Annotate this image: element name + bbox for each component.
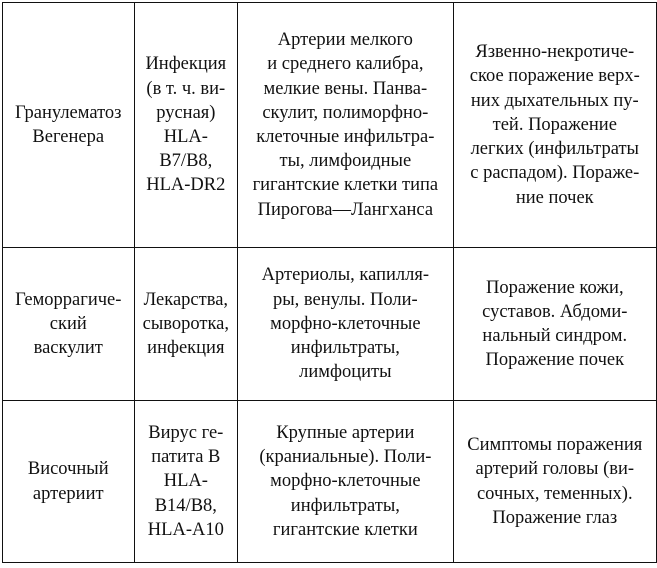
text-line: Симптомы поражения <box>467 435 643 456</box>
text-line: B7/B8, <box>159 151 213 172</box>
text-line: Крупные артерии <box>276 422 415 443</box>
text-line: суставов. Абдоми- <box>482 301 628 322</box>
text-line: сочных, теменных). <box>476 483 633 504</box>
text-line: с распадом). Пораже- <box>470 163 640 184</box>
text-line: патита В <box>151 447 221 468</box>
text-line: артериит <box>32 483 104 504</box>
text-line: гигантские клетки <box>272 519 418 540</box>
clinic-cell: Язвенно-некротиче-ское поражение верх-ни… <box>452 2 657 248</box>
text-line: нальный синдром. <box>482 326 628 346</box>
clinic-cell: Поражение кожи, суставов. Абдоми-нальный … <box>452 247 657 401</box>
text-line: Вирус ге- <box>148 422 224 443</box>
text-line: артерий головы (ви- <box>475 459 635 480</box>
text-line: B14/B8, <box>154 495 217 516</box>
text-line: ры, венулы. Поли- <box>273 289 418 310</box>
text-line: васкулит <box>33 338 103 359</box>
text-line: лимфоциты <box>299 362 392 383</box>
text-line: Поражение почек <box>485 350 625 371</box>
text-line: Артерии мелкого <box>277 30 413 51</box>
text-line: инфильтраты, <box>290 495 400 516</box>
text-line: HLA- <box>163 471 208 492</box>
text-line: морфно-клеточные <box>270 471 421 492</box>
table-row: Височный артериит Вирус ге-патита В HLA- B14… <box>2 400 657 563</box>
text-line: ты, лимфоидные <box>279 151 412 172</box>
text-line: легких (инфильтраты <box>470 139 639 160</box>
text-line: ский <box>49 313 87 334</box>
pathology-cell: Крупные артерии (краниальные). Поли-морфн… <box>237 400 454 563</box>
text-line: Язвенно-некротиче- <box>475 42 635 63</box>
text-line: инфекция <box>147 338 225 359</box>
etiology-cell: Лекарства, сыворотка, инфекция <box>133 247 239 401</box>
text-line: Поражение кожи, <box>485 277 624 298</box>
text-line: Инфекция <box>145 54 227 75</box>
etiology-cell: Вирус ге-патита В HLA- B14/B8, HLA-A10 <box>133 400 239 563</box>
text-line: (краниальные). Поли- <box>259 447 432 468</box>
table-row: Гранулематоз Вегенера Инфекция (в т. ч. ви-… <box>2 2 657 248</box>
disease-cell: Височный артериит <box>2 400 135 563</box>
text-line: HLA-DR2 <box>146 175 226 196</box>
text-line: Височный <box>27 459 109 480</box>
text-line: гигантские клетки типа <box>252 175 439 196</box>
etiology-cell: Инфекция (в т. ч. ви-русная) HLA- B7/B8, HLA… <box>133 2 239 248</box>
text-line: Лекарства, <box>143 289 229 310</box>
text-line: Артериолы, капилля- <box>261 265 430 286</box>
text-line: русная) <box>156 102 216 123</box>
text-line: (в т. ч. ви- <box>146 78 226 99</box>
text-line: Поражение глаз <box>492 507 618 528</box>
text-line: HLA-A10 <box>147 519 224 540</box>
pathology-cell: Артериолы, капилля-ры, венулы. Поли-морф… <box>237 247 454 401</box>
disease-cell: Гранулематоз Вегенера <box>2 2 135 248</box>
text-line: них дыхательных пу- <box>470 90 639 111</box>
table-row: Геморрагиче-ский васкулит Лекарства, сыворо… <box>2 247 657 401</box>
text-line: Пирогова—Лангханса <box>257 199 434 220</box>
text-line: морфно-клеточные <box>270 313 421 334</box>
text-line: мелкие вены. Панва- <box>263 78 428 99</box>
text-line: HLA- <box>163 127 208 147</box>
text-line: клеточные инфильтра- <box>256 127 435 147</box>
pathology-cell: Артерии мелкого и среднего калибра, мелкие… <box>237 2 454 248</box>
text-line: Вегенера <box>32 127 105 147</box>
text-line: инфильтраты, <box>290 338 400 359</box>
text-line: и среднего калибра, <box>267 54 424 75</box>
text-line: тей. Поражение <box>492 114 617 135</box>
text-line: Гранулематоз <box>15 102 122 123</box>
text-line: Геморрагиче- <box>15 289 122 310</box>
disease-cell: Геморрагиче-ский васкулит <box>2 247 135 401</box>
clinic-cell: Симптомы поражения артерий головы (ви-соч… <box>452 400 657 563</box>
text-line: ское поражение верх- <box>469 66 640 87</box>
text-line: ние почек <box>515 187 594 208</box>
text-line: скулит, полиморфно- <box>262 102 429 123</box>
text-line: сыворотка, <box>142 313 230 334</box>
